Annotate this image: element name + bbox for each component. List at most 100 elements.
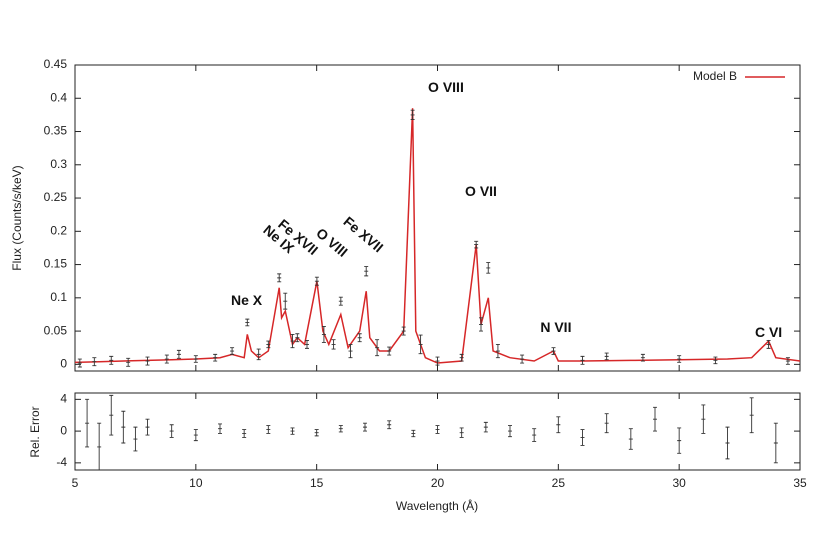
error-bar — [218, 423, 222, 434]
error-bar — [580, 429, 585, 446]
plot-frame — [74, 64, 801, 372]
error-bar — [109, 394, 114, 436]
error-bar — [245, 318, 250, 327]
y-tick-label: 0 — [60, 357, 67, 371]
error-bar — [532, 428, 537, 442]
y-tick-label: 0.05 — [44, 323, 68, 337]
error-bar — [305, 339, 309, 349]
error-bar — [418, 334, 423, 355]
x-tick-label: 35 — [793, 476, 807, 490]
error-bar — [410, 109, 415, 120]
error-bar — [677, 355, 682, 363]
error-bar — [375, 339, 380, 357]
error-bar — [387, 420, 392, 430]
y-tick-label: 0.3 — [50, 157, 67, 171]
annotation: O VII — [465, 183, 497, 199]
error-bar — [242, 429, 247, 438]
error-bar — [483, 421, 488, 433]
error-bar — [176, 349, 181, 359]
error-bar — [604, 413, 609, 434]
x-tick-label: 15 — [310, 476, 324, 490]
error-bar — [713, 356, 718, 365]
x-tick-label: 20 — [431, 476, 445, 490]
error-bar — [628, 428, 633, 450]
error-bar — [97, 422, 102, 470]
error-bar — [653, 406, 657, 432]
y-axis-label: Flux (Counts/s/keV) — [10, 165, 24, 270]
y-axis-label: Rel. Error — [28, 406, 42, 457]
error-bar — [121, 410, 126, 444]
y-tick-label: 0.35 — [44, 124, 68, 138]
error-bar — [193, 429, 198, 442]
error-bar — [363, 422, 367, 432]
error-bar — [773, 422, 778, 464]
error-bar — [145, 418, 150, 436]
error-bar — [213, 353, 218, 362]
error-bar — [193, 355, 198, 363]
error-bar — [348, 343, 353, 359]
error-bar — [290, 427, 295, 435]
error-bar — [109, 355, 114, 365]
x-tick-label: 25 — [552, 476, 566, 490]
x-tick-label: 10 — [189, 476, 203, 490]
model-line — [75, 108, 800, 364]
x-axis-label: Wavelength (Å) — [396, 498, 478, 513]
error-bar — [604, 352, 609, 361]
error-bar — [256, 348, 261, 361]
error-bar — [169, 424, 174, 438]
y-tick-label: 0 — [60, 423, 67, 437]
error-bar — [508, 425, 512, 438]
error-bar — [145, 356, 150, 366]
error-bar — [321, 325, 326, 343]
error-bar — [164, 354, 169, 364]
y-tick-label: 0.25 — [44, 190, 68, 204]
error-bar — [85, 398, 90, 448]
error-bar — [766, 339, 771, 349]
error-bar — [331, 339, 336, 350]
error-bar — [479, 317, 483, 332]
y-tick-label: -4 — [56, 455, 67, 469]
y-tick-label: 0.2 — [50, 223, 67, 237]
error-bar — [411, 429, 416, 438]
legend-label: Model B — [693, 69, 737, 83]
error-bar — [357, 333, 362, 343]
y-tick-label: 0.45 — [44, 57, 68, 71]
x-tick-label: 5 — [72, 476, 79, 490]
error-bar — [435, 356, 440, 366]
error-bar — [459, 427, 464, 438]
error-bar — [266, 425, 271, 434]
error-bar — [640, 353, 645, 362]
annotation: O VIII — [428, 79, 464, 95]
error-bar — [295, 333, 300, 343]
error-bar — [551, 347, 556, 355]
error-bar — [556, 416, 561, 434]
error-bar — [283, 292, 288, 310]
annotation: N VII — [540, 319, 571, 335]
annotation: O VIII — [313, 225, 351, 260]
error-bar — [749, 397, 754, 434]
error-bar — [435, 425, 440, 434]
error-bar — [387, 346, 392, 356]
error-bar — [290, 333, 295, 349]
error-bar — [77, 358, 82, 368]
error-bar — [338, 296, 343, 306]
x-tick-label: 30 — [672, 476, 686, 490]
error-bar — [785, 357, 790, 365]
error-bar — [459, 353, 464, 362]
y-tick-label: 0.4 — [50, 90, 67, 104]
y-tick-label: 0.1 — [50, 290, 67, 304]
error-bar — [677, 427, 682, 454]
error-bar — [314, 276, 319, 286]
error-bar — [725, 426, 730, 460]
y-tick-label: 0.15 — [44, 257, 68, 271]
plot-area — [85, 394, 778, 470]
error-bar — [401, 326, 406, 336]
error-bar — [495, 343, 500, 359]
error-bar — [314, 429, 319, 437]
error-bar — [230, 347, 235, 355]
y-tick-label: 4 — [60, 392, 67, 406]
error-bar — [474, 240, 479, 249]
annotation: C VI — [755, 324, 782, 340]
error-bar — [133, 426, 138, 452]
